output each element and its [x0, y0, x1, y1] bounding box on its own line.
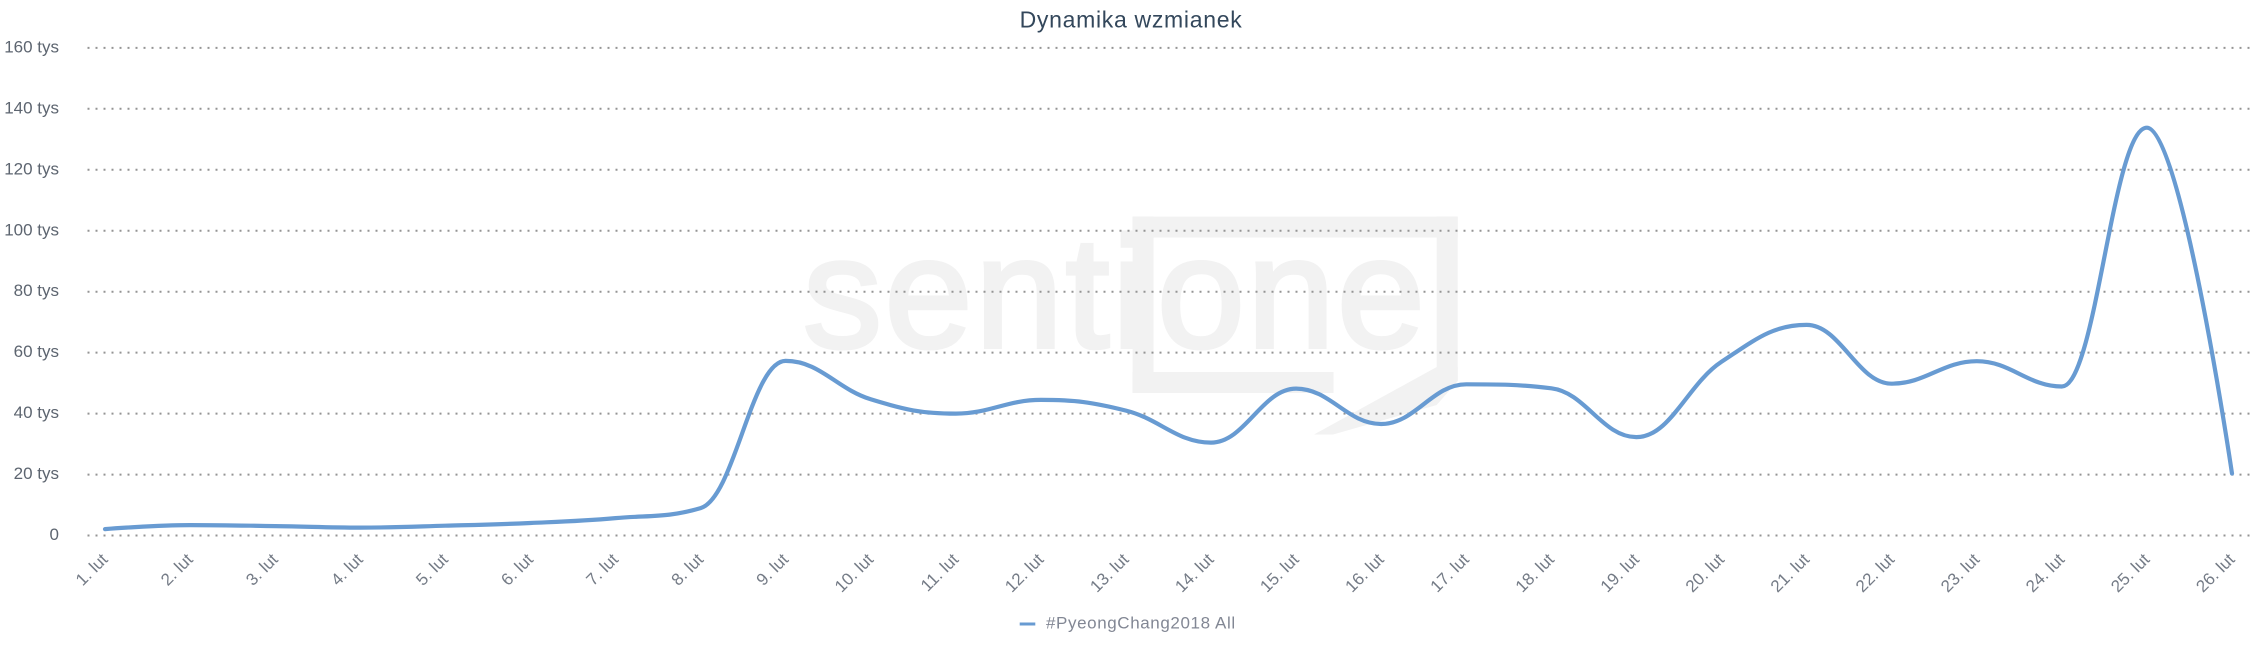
svg-text:9. lut: 9. lut: [753, 550, 793, 590]
svg-text:4. lut: 4. lut: [327, 550, 367, 590]
svg-text:13. lut: 13. lut: [1086, 550, 1132, 596]
svg-text:80 tys: 80 tys: [14, 281, 59, 300]
svg-text:17. lut: 17. lut: [1427, 550, 1473, 596]
svg-text:160 tys: 160 tys: [4, 37, 59, 56]
svg-text:Dynamika wzmianek: Dynamika wzmianek: [1020, 7, 1243, 33]
svg-text:23. lut: 23. lut: [1937, 550, 1983, 596]
svg-text:16. lut: 16. lut: [1342, 550, 1388, 596]
svg-text:11. lut: 11. lut: [917, 550, 962, 595]
svg-text:21. lut: 21. lut: [1767, 550, 1813, 596]
svg-text:7. lut: 7. lut: [583, 550, 623, 590]
svg-text:24. lut: 24. lut: [2022, 550, 2068, 596]
svg-text:26. lut: 26. lut: [2192, 550, 2238, 596]
svg-text:0: 0: [50, 525, 59, 544]
svg-text:1. lut: 1. lut: [72, 550, 112, 590]
svg-text:8. lut: 8. lut: [668, 550, 708, 590]
svg-text:2. lut: 2. lut: [157, 550, 197, 590]
svg-text:3. lut: 3. lut: [242, 550, 282, 590]
svg-text:#PyeongChang2018 All: #PyeongChang2018 All: [1046, 614, 1236, 633]
svg-text:15. lut: 15. lut: [1256, 550, 1302, 596]
svg-text:20. lut: 20. lut: [1682, 550, 1728, 596]
svg-text:12. lut: 12. lut: [1001, 550, 1047, 596]
svg-text:40 tys: 40 tys: [14, 403, 59, 422]
svg-text:14. lut: 14. lut: [1171, 550, 1217, 596]
svg-text:140 tys: 140 tys: [4, 98, 59, 117]
svg-text:25. lut: 25. lut: [2107, 550, 2153, 596]
svg-text:19. lut: 19. lut: [1597, 550, 1643, 596]
svg-text:60 tys: 60 tys: [14, 342, 59, 361]
svg-text:18. lut: 18. lut: [1512, 550, 1558, 596]
svg-text:120 tys: 120 tys: [4, 159, 59, 178]
svg-text:6. lut: 6. lut: [497, 550, 537, 590]
svg-text:5. lut: 5. lut: [412, 550, 452, 590]
svg-text:22. lut: 22. lut: [1852, 550, 1898, 596]
svg-text:20 tys: 20 tys: [14, 464, 59, 483]
svg-text:100 tys: 100 tys: [4, 220, 59, 239]
svg-text:10. lut: 10. lut: [831, 550, 877, 596]
svg-text:senti: senti: [803, 205, 1150, 381]
svg-text:one: one: [1157, 205, 1427, 381]
